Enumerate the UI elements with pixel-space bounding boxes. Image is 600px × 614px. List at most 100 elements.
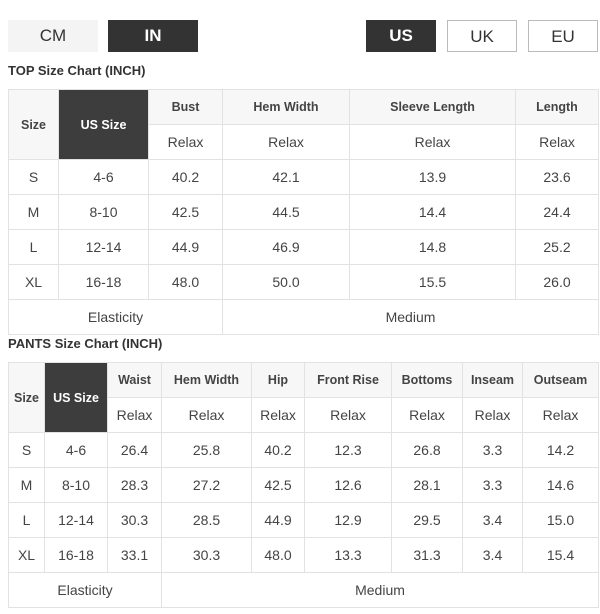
us-size-cell: 8-10 bbox=[44, 467, 108, 503]
column-header: Hip bbox=[251, 362, 305, 398]
column-header: Waist bbox=[107, 362, 162, 398]
value-cell: 25.8 bbox=[161, 432, 252, 468]
unit-in-button[interactable]: IN bbox=[108, 20, 198, 52]
value-cell: 42.5 bbox=[148, 194, 223, 230]
column-header: Length bbox=[515, 89, 599, 125]
elasticity-value: Medium bbox=[222, 299, 599, 335]
fit-cell: Relax bbox=[304, 397, 392, 433]
value-cell: 15.0 bbox=[522, 502, 599, 538]
unit-cm-button[interactable]: CM bbox=[8, 20, 98, 52]
fit-cell: Relax bbox=[462, 397, 523, 433]
value-cell: 31.3 bbox=[391, 537, 463, 573]
region-us-button[interactable]: US bbox=[366, 20, 436, 52]
size-cell: M bbox=[8, 467, 45, 503]
value-cell: 48.0 bbox=[148, 264, 223, 300]
value-cell: 44.5 bbox=[222, 194, 350, 230]
column-header: Bottoms bbox=[391, 362, 463, 398]
column-header: Hem Width bbox=[222, 89, 350, 125]
value-cell: 28.3 bbox=[107, 467, 162, 503]
us-size-cell: 4-6 bbox=[44, 432, 108, 468]
value-cell: 48.0 bbox=[251, 537, 305, 573]
fit-cell: Relax bbox=[161, 397, 252, 433]
pants-chart-title: PANTS Size Chart (INCH) bbox=[8, 336, 163, 351]
size-cell: XL bbox=[8, 537, 45, 573]
column-header: Sleeve Length bbox=[349, 89, 516, 125]
fit-row: Relax Relax Relax Relax Relax Relax Relax bbox=[9, 397, 599, 433]
value-cell: 15.4 bbox=[522, 537, 599, 573]
value-cell: 28.5 bbox=[161, 502, 252, 538]
fit-cell: Relax bbox=[349, 124, 516, 160]
value-cell: 44.9 bbox=[148, 229, 223, 265]
value-cell: 3.4 bbox=[462, 537, 523, 573]
value-cell: 26.0 bbox=[515, 264, 599, 300]
elasticity-label: Elasticity bbox=[8, 572, 162, 608]
top-size-table: Size US Size Bust Hem Width Sleeve Length Len… bbox=[8, 89, 599, 335]
fit-cell: Relax bbox=[522, 397, 599, 433]
value-cell: 14.6 bbox=[522, 467, 599, 503]
table-row: S 4-6 26.4 25.8 40.2 12.3 26.8 3.3 14.2 bbox=[8, 432, 599, 468]
value-cell: 14.2 bbox=[522, 432, 599, 468]
size-cell: XL bbox=[8, 264, 59, 300]
value-cell: 14.8 bbox=[349, 229, 516, 265]
us-size-cell: 4-6 bbox=[58, 159, 149, 195]
value-cell: 40.2 bbox=[251, 432, 305, 468]
us-size-cell: 16-18 bbox=[44, 537, 108, 573]
fit-cell: Relax bbox=[515, 124, 599, 160]
value-cell: 26.8 bbox=[391, 432, 463, 468]
us-size-cell: 16-18 bbox=[58, 264, 149, 300]
column-header: Bust bbox=[148, 89, 223, 125]
value-cell: 3.3 bbox=[462, 432, 523, 468]
value-cell: 33.1 bbox=[107, 537, 162, 573]
value-cell: 24.4 bbox=[515, 194, 599, 230]
pants-size-table: Size US Size Waist Hem Width Hip Front Rise Bo… bbox=[8, 362, 599, 608]
value-cell: 30.3 bbox=[161, 537, 252, 573]
value-cell: 12.6 bbox=[304, 467, 392, 503]
value-cell: 44.9 bbox=[251, 502, 305, 538]
value-cell: 25.2 bbox=[515, 229, 599, 265]
size-header: Size bbox=[8, 362, 45, 433]
column-header: Front Rise bbox=[304, 362, 392, 398]
fit-row: Relax Relax Relax Relax bbox=[9, 124, 599, 160]
size-header: Size bbox=[8, 89, 59, 160]
region-eu-button[interactable]: EU bbox=[528, 20, 598, 52]
size-cell: S bbox=[8, 159, 59, 195]
value-cell: 3.3 bbox=[462, 467, 523, 503]
value-cell: 29.5 bbox=[391, 502, 463, 538]
value-cell: 30.3 bbox=[107, 502, 162, 538]
value-cell: 42.5 bbox=[251, 467, 305, 503]
fit-cell: Relax bbox=[107, 397, 162, 433]
us-size-header: US Size bbox=[44, 362, 108, 433]
value-cell: 46.9 bbox=[222, 229, 350, 265]
fit-cell: Relax bbox=[222, 124, 350, 160]
table-row: M 8-10 28.3 27.2 42.5 12.6 28.1 3.3 14.6 bbox=[8, 467, 599, 503]
value-cell: 26.4 bbox=[107, 432, 162, 468]
table-row: M 8-10 42.5 44.5 14.4 24.4 bbox=[8, 194, 599, 230]
size-cell: S bbox=[8, 432, 45, 468]
elasticity-row: Elasticity Medium bbox=[8, 572, 599, 608]
value-cell: 23.6 bbox=[515, 159, 599, 195]
size-cell: L bbox=[8, 229, 59, 265]
value-cell: 50.0 bbox=[222, 264, 350, 300]
table-row: XL 16-18 33.1 30.3 48.0 13.3 31.3 3.4 15.4 bbox=[8, 537, 599, 573]
value-cell: 13.3 bbox=[304, 537, 392, 573]
us-size-cell: 12-14 bbox=[58, 229, 149, 265]
us-size-cell: 8-10 bbox=[58, 194, 149, 230]
elasticity-value: Medium bbox=[161, 572, 599, 608]
fit-cell: Relax bbox=[148, 124, 223, 160]
size-cell: L bbox=[8, 502, 45, 538]
header-row: Size US Size Bust Hem Width Sleeve Length Len… bbox=[8, 89, 599, 160]
value-cell: 27.2 bbox=[161, 467, 252, 503]
region-uk-button[interactable]: UK bbox=[447, 20, 517, 52]
fit-cell: Relax bbox=[391, 397, 463, 433]
table-row: XL 16-18 48.0 50.0 15.5 26.0 bbox=[8, 264, 599, 300]
table-row: L 12-14 44.9 46.9 14.8 25.2 bbox=[8, 229, 599, 265]
column-header: Inseam bbox=[462, 362, 523, 398]
value-cell: 3.4 bbox=[462, 502, 523, 538]
header-row: Size US Size Waist Hem Width Hip Front Rise Bo… bbox=[8, 362, 599, 433]
value-cell: 14.4 bbox=[349, 194, 516, 230]
table-row: S 4-6 40.2 42.1 13.9 23.6 bbox=[8, 159, 599, 195]
table-row: L 12-14 30.3 28.5 44.9 12.9 29.5 3.4 15.0 bbox=[8, 502, 599, 538]
elasticity-label: Elasticity bbox=[8, 299, 223, 335]
elasticity-row: Elasticity Medium bbox=[8, 299, 599, 335]
